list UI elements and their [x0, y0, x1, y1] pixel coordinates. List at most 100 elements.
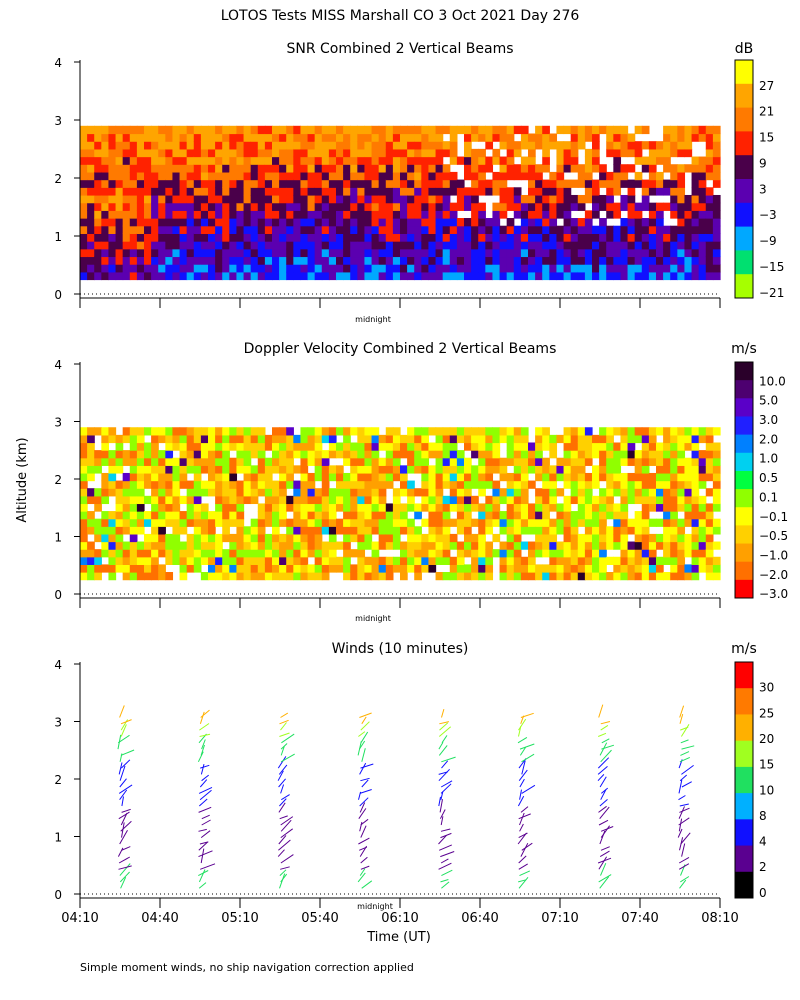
- doppler-heatmap-cell: [108, 533, 117, 543]
- doppler-heatmap-cell: [414, 526, 422, 535]
- snr-heatmap-cell: [321, 225, 330, 234]
- snr-heatmap-cell: [336, 125, 344, 135]
- doppler-y-tick-label: 0: [54, 588, 62, 602]
- snr-heatmap-cell: [94, 271, 102, 281]
- snr-heatmap-cell: [670, 256, 678, 265]
- doppler-heatmap-cell: [108, 480, 117, 489]
- doppler-heatmap-cell: [321, 495, 330, 505]
- snr-heatmap-cell: [129, 133, 138, 142]
- wind-barb: [359, 821, 363, 832]
- doppler-heatmap-cell: [705, 457, 714, 466]
- doppler-heatmap-cell: [456, 488, 465, 497]
- snr-heatmap-cell: [293, 225, 302, 234]
- snr-heatmap-cell: [293, 202, 302, 211]
- doppler-heatmap-cell: [684, 511, 693, 520]
- doppler-heatmap-cell: [144, 572, 152, 581]
- snr-heatmap-cell: [321, 148, 330, 158]
- doppler-heatmap-cell: [592, 442, 600, 451]
- snr-heatmap-cell: [627, 218, 636, 227]
- doppler-heatmap-cell: [634, 495, 643, 505]
- wind-barb: [120, 812, 128, 826]
- snr-heatmap-cell: [208, 141, 216, 150]
- doppler-heatmap-cell: [350, 511, 358, 520]
- snr-heatmap-cell: [108, 233, 117, 242]
- doppler-heatmap-cell: [663, 434, 671, 444]
- doppler-heatmap-cell: [705, 511, 714, 520]
- snr-heatmap-cell: [343, 210, 351, 219]
- snr-heatmap-cell: [314, 202, 323, 211]
- doppler-heatmap-cell: [464, 533, 472, 543]
- snr-heatmap-cell: [442, 187, 451, 196]
- doppler-heatmap-cell: [222, 480, 230, 489]
- doppler-heatmap-cell: [400, 465, 408, 474]
- snr-heatmap-cell: [584, 187, 593, 196]
- snr-heatmap-cell: [407, 218, 415, 227]
- snr-heatmap-cell: [186, 248, 195, 258]
- doppler-heatmap-cell: [108, 457, 117, 466]
- snr-heatmap-cell: [499, 171, 508, 181]
- snr-heatmap-cell: [392, 141, 401, 150]
- snr-heatmap-cell: [400, 271, 408, 281]
- doppler-heatmap-cell: [222, 511, 230, 520]
- snr-heatmap-cell: [371, 133, 380, 142]
- doppler-heatmap-cell: [670, 495, 678, 505]
- doppler-heatmap-cell: [300, 511, 309, 520]
- snr-heatmap-cell: [656, 233, 664, 242]
- snr-heatmap-cell: [549, 133, 558, 142]
- doppler-heatmap-cell: [663, 495, 671, 505]
- doppler-heatmap-cell: [186, 427, 195, 436]
- doppler-heatmap-cell: [229, 488, 238, 497]
- doppler-heatmap-cell: [535, 457, 543, 466]
- snr-heatmap-cell: [656, 264, 664, 273]
- snr-heatmap-cell: [264, 125, 273, 135]
- doppler-heatmap-cell: [535, 533, 543, 543]
- snr-heatmap-cell: [492, 241, 501, 250]
- snr-heatmap-cell: [471, 164, 479, 173]
- snr-heatmap-cell: [115, 164, 124, 173]
- doppler-heatmap-cell: [670, 472, 678, 482]
- snr-heatmap-cell: [456, 271, 465, 281]
- doppler-heatmap-cell: [279, 465, 287, 474]
- snr-heatmap-cell: [392, 218, 401, 227]
- snr-heatmap-cell: [407, 194, 415, 204]
- wind-barb: [120, 719, 132, 725]
- doppler-heatmap-cell: [478, 556, 486, 565]
- snr-heatmap-cell: [172, 210, 181, 219]
- snr-heatmap-cell: [115, 202, 124, 211]
- doppler-heatmap-cell: [677, 541, 686, 550]
- snr-heatmap-cell: [350, 187, 358, 196]
- doppler-heatmap-cell: [264, 472, 273, 482]
- doppler-heatmap-cell: [101, 427, 110, 436]
- doppler-heatmap-cell: [229, 541, 238, 550]
- doppler-heatmap-cell: [563, 465, 572, 474]
- doppler-heatmap-cell: [464, 526, 472, 535]
- wind-barb: [600, 724, 609, 731]
- snr-heatmap-cell: [535, 233, 543, 242]
- doppler-heatmap-cell: [136, 564, 145, 573]
- doppler-heatmap-cell: [577, 427, 586, 436]
- snr-heatmap-cell: [414, 194, 422, 204]
- doppler-heatmap-cell: [378, 511, 387, 520]
- snr-heatmap-cell: [563, 271, 572, 281]
- snr-heatmap-cell: [464, 233, 472, 242]
- doppler-heatmap-cell: [442, 526, 451, 535]
- snr-heatmap-cell: [691, 241, 700, 250]
- doppler-heatmap-cell: [122, 495, 131, 505]
- doppler-heatmap-cell: [172, 549, 181, 558]
- snr-heatmap-cell: [200, 164, 209, 173]
- snr-heatmap-cell: [691, 187, 700, 196]
- doppler-heatmap-cell: [257, 434, 266, 444]
- snr-heatmap-cell: [407, 202, 415, 211]
- snr-heatmap-cell: [414, 164, 422, 173]
- doppler-heatmap-cell: [641, 465, 650, 474]
- snr-heatmap-cell: [343, 264, 351, 273]
- snr-heatmap-cell: [414, 256, 422, 265]
- doppler-heatmap-cell: [80, 556, 88, 565]
- snr-heatmap-cell: [158, 210, 166, 219]
- doppler-heatmap-cell: [656, 450, 664, 459]
- doppler-heatmap-cell: [129, 427, 138, 436]
- snr-heatmap-cell: [606, 202, 614, 211]
- doppler-heatmap-cell: [542, 488, 550, 497]
- doppler-heatmap-cell: [577, 434, 586, 444]
